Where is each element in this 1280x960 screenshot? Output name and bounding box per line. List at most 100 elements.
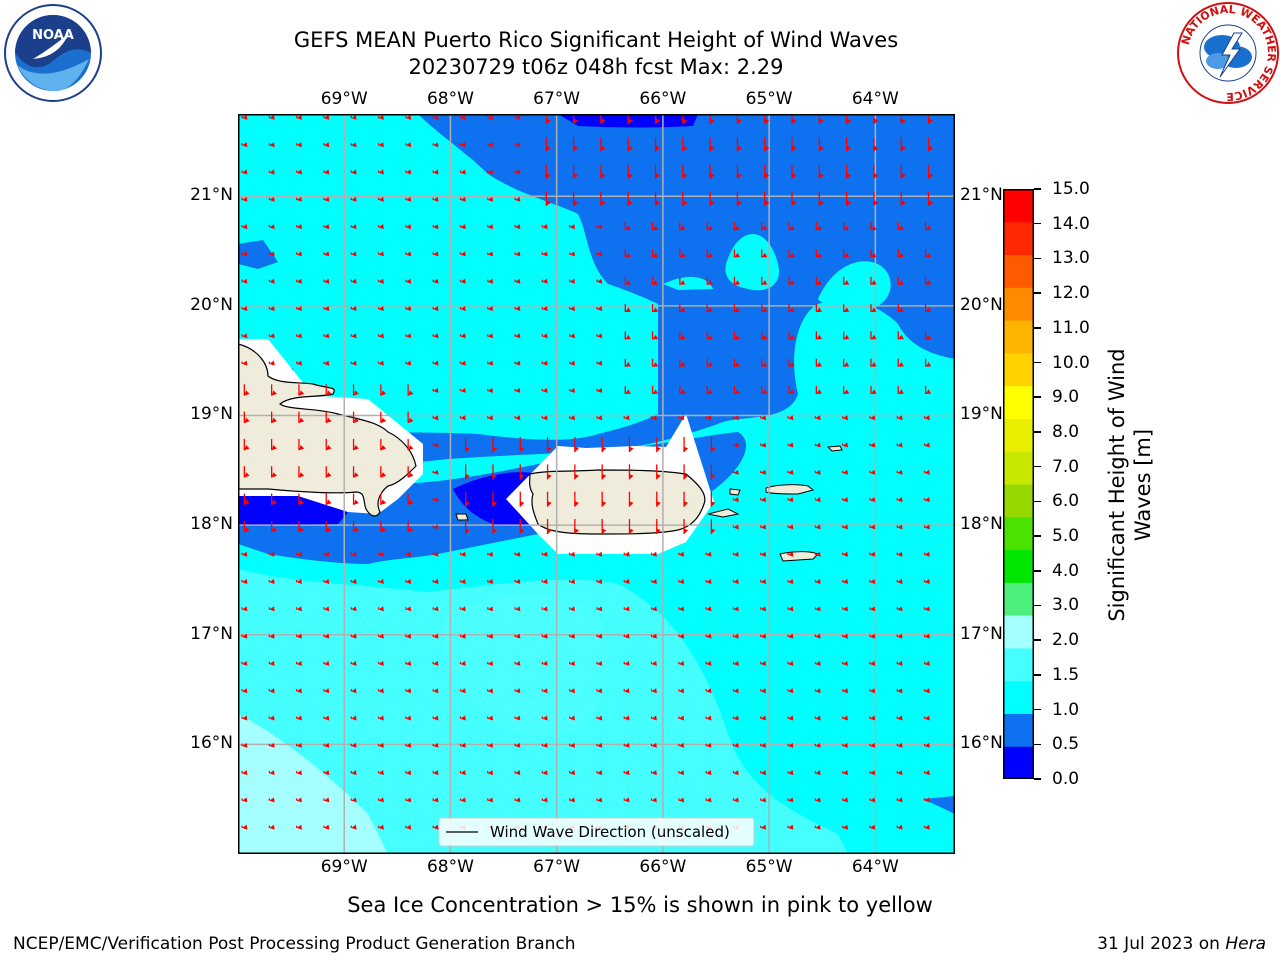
wave-direction-arrow — [869, 415, 876, 421]
colorbar-tick-mark — [1034, 222, 1041, 225]
wave-direction-arrow — [405, 196, 412, 202]
wave-direction-arrow — [296, 142, 302, 148]
wave-direction-arrow — [350, 633, 357, 639]
wave-direction-arrow — [682, 164, 688, 179]
wave-direction-arrow — [241, 606, 248, 612]
wave-direction-arrow — [732, 524, 739, 530]
colorbar-tick-label: 5.0 — [1052, 526, 1080, 547]
wave-direction-arrow — [869, 742, 876, 748]
wave-direction-arrow — [705, 415, 712, 421]
wave-direction-arrow — [596, 633, 603, 639]
wave-direction-arrow — [569, 660, 575, 666]
contour-1-1.5-blob — [725, 234, 779, 291]
wave-direction-arrow — [896, 660, 903, 666]
wave-direction-arrow — [296, 715, 302, 721]
colorbar-tick-label: 11.0 — [1052, 317, 1090, 338]
wave-direction-arrow — [733, 222, 741, 231]
wave-direction-arrow — [732, 660, 739, 666]
wave-direction-arrow — [268, 169, 275, 175]
wave-direction-arrow — [815, 386, 822, 394]
wave-direction-arrow — [815, 358, 822, 367]
colorbar-segment — [1003, 713, 1034, 747]
wave-direction-arrow — [377, 169, 384, 175]
wave-direction-arrow — [487, 114, 494, 120]
wave-direction-arrow — [923, 688, 930, 694]
wave-direction-arrow — [296, 606, 302, 612]
wave-direction-arrow — [896, 551, 903, 557]
wave-direction-arrow — [459, 196, 466, 202]
wave-direction-arrow — [706, 331, 713, 340]
wave-direction-arrow — [323, 633, 330, 639]
wave-direction-arrow — [870, 222, 877, 231]
wave-direction-arrow — [924, 331, 932, 340]
wave-direction-arrow — [869, 770, 876, 776]
wave-direction-arrow — [541, 688, 548, 694]
lat-tick-label-right: 19°N — [960, 404, 1003, 425]
wave-direction-arrow — [405, 606, 412, 612]
wave-direction-arrow — [569, 579, 575, 584]
wave-direction-arrow — [296, 333, 302, 339]
colorbar-segment — [1003, 287, 1034, 321]
wave-direction-arrow — [683, 437, 689, 453]
wave-direction-arrow — [760, 770, 767, 776]
wave-direction-arrow — [541, 306, 548, 311]
wave-direction-arrow — [842, 442, 848, 448]
wave-direction-arrow — [788, 276, 795, 285]
wave-direction-arrow — [623, 742, 630, 748]
wave-direction-arrow — [900, 137, 906, 152]
wave-direction-arrow — [459, 770, 466, 776]
wave-direction-arrow — [268, 770, 275, 776]
colorbar-tick-mark — [1034, 570, 1041, 572]
wave-direction-arrow — [814, 770, 821, 776]
wave-direction-arrow — [241, 333, 248, 339]
wave-direction-arrow — [268, 142, 275, 148]
wave-direction-arrow — [296, 278, 302, 284]
wave-direction-arrow — [923, 497, 930, 503]
colorbar-segment — [1003, 615, 1034, 649]
wave-direction-arrow — [380, 466, 387, 478]
wave-direction-arrow — [927, 114, 934, 124]
colorbar-segment — [1003, 484, 1034, 518]
wave-direction-arrow — [787, 824, 794, 830]
land-puerto-rico — [529, 469, 706, 535]
wave-direction-arrow — [705, 770, 712, 776]
wave-direction-arrow — [514, 551, 521, 557]
wave-direction-arrow — [296, 169, 302, 175]
colorbar-segment — [1003, 516, 1034, 551]
wave-direction-arrow — [791, 164, 797, 179]
wave-direction-arrow — [432, 770, 439, 776]
wave-direction-arrow — [241, 551, 248, 557]
wave-direction-arrow — [651, 331, 659, 340]
wave-direction-arrow — [732, 688, 739, 694]
wave-direction-arrow — [241, 251, 248, 257]
wave-direction-arrow — [432, 224, 439, 230]
wave-direction-arrow — [377, 742, 384, 748]
wave-direction-arrow — [268, 224, 275, 230]
wave-direction-arrow — [896, 770, 903, 776]
wave-direction-arrow — [569, 278, 575, 284]
wave-direction-arrow — [787, 469, 794, 475]
wave-direction-arrow — [842, 415, 848, 421]
wave-direction-arrow — [842, 551, 848, 557]
wave-direction-arrow — [923, 633, 930, 639]
land-mona — [455, 513, 469, 521]
wave-direction-arrow — [705, 579, 712, 584]
wave-direction-arrow — [569, 797, 575, 803]
wave-direction-arrow — [600, 114, 606, 124]
wave-direction-arrow — [732, 442, 739, 448]
colorbar — [1003, 189, 1034, 779]
wave-direction-arrow — [459, 660, 466, 666]
wave-direction-arrow — [924, 386, 932, 394]
wave-direction-arrow — [623, 797, 630, 803]
wave-direction-arrow — [732, 742, 739, 748]
legend-label: Wind Wave Direction (unscaled) — [490, 823, 730, 841]
colorbar-tick-label: 12.0 — [1052, 283, 1090, 304]
wave-direction-arrow — [923, 606, 930, 612]
wave-direction-arrow — [241, 196, 248, 202]
wave-direction-arrow — [459, 306, 466, 311]
wave-direction-arrow — [465, 518, 470, 535]
wave-direction-arrow — [569, 251, 575, 257]
wave-direction-arrow — [514, 660, 521, 666]
wave-direction-arrow — [487, 660, 494, 666]
wave-direction-arrow — [405, 770, 412, 776]
